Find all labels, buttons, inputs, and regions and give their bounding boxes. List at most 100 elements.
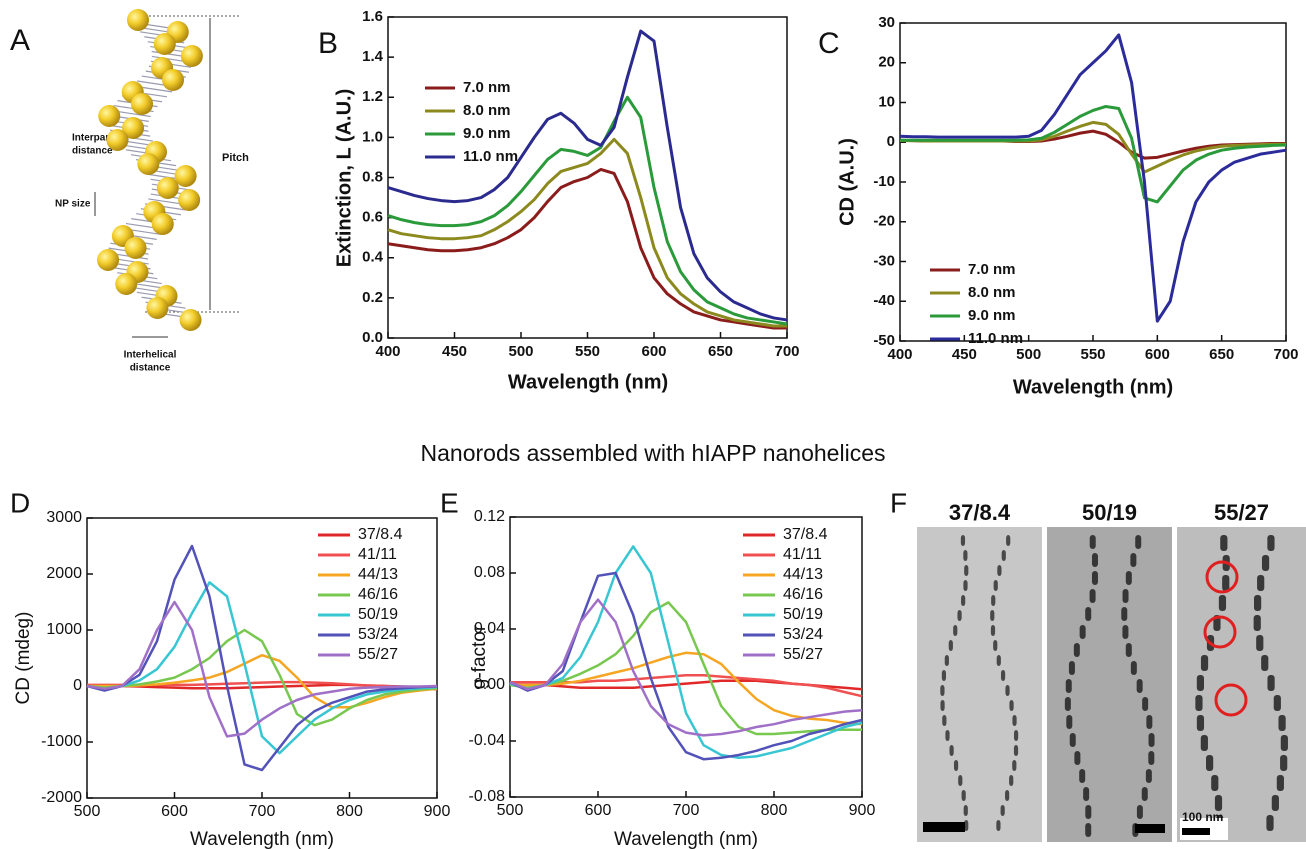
legend-label: 7.0 nm xyxy=(463,79,511,96)
nanorod xyxy=(1013,730,1019,741)
nanorod xyxy=(1211,775,1219,791)
panel-label: B xyxy=(318,27,338,60)
y-tick-label: -30 xyxy=(873,252,895,269)
x-tick-label: 500 xyxy=(497,802,524,819)
y-tick-label: 0.04 xyxy=(474,620,505,637)
micrograph xyxy=(1177,527,1306,842)
y-tick-label: 0.6 xyxy=(362,209,383,226)
panel-label: E xyxy=(440,487,459,518)
y-axis-label: g-factor xyxy=(469,624,490,689)
y-tick-label: -0.04 xyxy=(469,732,506,749)
heading: Nanorods assembled with hIAPP nanohelice… xyxy=(421,440,886,466)
nanoparticle xyxy=(124,237,147,259)
nanorod xyxy=(948,640,953,651)
nanorod xyxy=(1083,787,1090,801)
y-tick-label: 0.0 xyxy=(362,329,383,346)
nanoparticle xyxy=(131,93,154,115)
nanorod xyxy=(1069,733,1076,747)
series-line xyxy=(86,600,438,738)
nanorod xyxy=(1220,535,1228,551)
nanorod xyxy=(960,535,966,546)
nanorod xyxy=(1068,661,1075,675)
nanorod xyxy=(1012,760,1017,771)
y-tick-label: -20 xyxy=(873,213,895,230)
legend-label: 44/13 xyxy=(358,566,398,583)
nanorod xyxy=(1000,670,1006,681)
x-tick-label: 400 xyxy=(887,346,912,363)
nanorod xyxy=(1001,550,1006,561)
nanorod xyxy=(1130,553,1137,567)
nanoparticle xyxy=(180,45,203,67)
series-line xyxy=(509,571,863,761)
nanoparticle xyxy=(178,189,201,211)
legend-label: 11.0 nm xyxy=(463,148,518,165)
legend-label: 41/11 xyxy=(358,546,397,563)
y-tick-label: -1000 xyxy=(41,733,82,750)
annotation: Interparticle xyxy=(72,133,130,144)
nanorod xyxy=(957,610,962,621)
nanoparticle xyxy=(115,273,138,295)
nanorod xyxy=(964,820,969,831)
nanorod xyxy=(1079,769,1086,783)
nanoparticle xyxy=(179,309,202,331)
x-tick-label: 500 xyxy=(1016,346,1041,363)
y-tick-label: 0.12 xyxy=(474,508,505,525)
nanorod xyxy=(1085,805,1092,819)
y-axis-label: CD (mdeg) xyxy=(13,612,34,705)
x-axis-label: Wavelength (nm) xyxy=(1013,376,1173,398)
legend-label: 53/24 xyxy=(358,626,398,643)
nanorod xyxy=(996,655,1001,666)
nanorod xyxy=(1196,675,1204,691)
nanorod xyxy=(1218,595,1227,611)
nanorod xyxy=(990,610,995,621)
nanoparticle xyxy=(97,249,120,271)
nanorod xyxy=(1091,553,1098,567)
series-line xyxy=(387,95,788,326)
series-line xyxy=(86,581,438,755)
annotation: Pitch xyxy=(222,152,249,164)
nanorod xyxy=(1009,775,1014,786)
series-line xyxy=(900,104,1287,204)
nanorod xyxy=(1256,635,1264,651)
nanorod xyxy=(1266,815,1274,831)
nanorod xyxy=(1253,615,1261,631)
nanorod xyxy=(940,700,945,711)
nanorod xyxy=(963,550,968,561)
nanorod xyxy=(942,715,947,726)
x-tick-label: 550 xyxy=(1080,346,1105,363)
series-line xyxy=(899,33,1287,323)
y-axis-label: CD (A.U.) xyxy=(836,138,858,226)
x-tick-label: 800 xyxy=(761,802,788,819)
nanorod xyxy=(949,745,954,756)
annotation: distance xyxy=(130,363,171,374)
x-tick-label: 500 xyxy=(74,803,101,820)
nanorod xyxy=(1280,755,1288,771)
y-tick-label: -50 xyxy=(873,332,895,349)
panel-label: F xyxy=(890,487,907,518)
panel-label: A xyxy=(10,24,30,57)
y-tick-label: 0.00 xyxy=(474,676,505,693)
image-label: 55/27 xyxy=(1214,500,1269,525)
nanorod xyxy=(958,775,963,786)
nanorod xyxy=(1089,589,1096,603)
legend-label: 55/27 xyxy=(783,646,823,663)
x-tick-label: 700 xyxy=(249,803,276,820)
y-tick-label: -10 xyxy=(873,173,895,190)
nanorod xyxy=(963,580,968,591)
x-tick-label: 700 xyxy=(774,343,799,360)
nanorod xyxy=(1206,755,1214,771)
nanorod xyxy=(1009,700,1014,711)
nanorod xyxy=(1079,625,1086,639)
annotation: distance xyxy=(72,146,113,157)
x-tick-label: 600 xyxy=(1145,346,1170,363)
nanorod xyxy=(1195,695,1203,711)
nanorod xyxy=(1005,790,1010,801)
nanoparticle xyxy=(98,105,121,127)
x-tick-label: 700 xyxy=(673,802,700,819)
series-line xyxy=(509,545,863,760)
nanorod xyxy=(963,805,968,816)
nanorod xyxy=(1273,695,1281,711)
y-tick-label: 0.8 xyxy=(362,168,383,185)
panel-a: A Interparticle distance NP size Pitch I… xyxy=(10,9,249,374)
